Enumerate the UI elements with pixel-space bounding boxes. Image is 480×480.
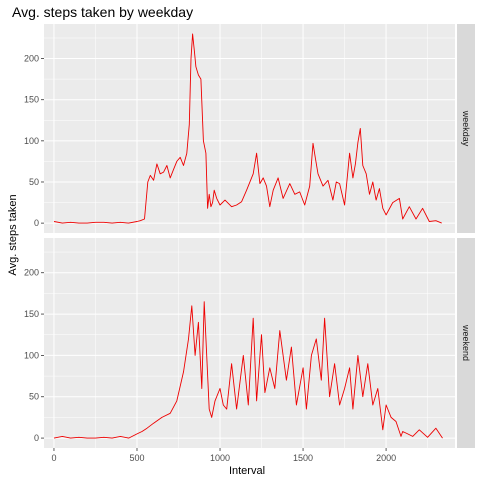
y-tick-label: 150 (24, 309, 39, 319)
facet-strip-label: weekday (461, 110, 471, 147)
chart-title: Avg. steps taken by weekday (12, 4, 193, 20)
x-tick-label: 1500 (293, 453, 313, 463)
y-tick-label: 50 (29, 392, 39, 402)
y-axis-title: Avg. steps taken (7, 194, 19, 275)
y-tick-label: 100 (24, 350, 39, 360)
x-axis: 0 500 1000 1500 2000 (51, 448, 396, 463)
x-tick-label: 2000 (376, 453, 396, 463)
series-line-weekday (53, 33, 442, 224)
x-tick-label: 500 (129, 453, 144, 463)
panel-background (44, 24, 455, 233)
x-axis-title: Interval (229, 465, 265, 477)
y-tick-label: 50 (29, 177, 39, 187)
x-tick-label: 1000 (210, 453, 230, 463)
facet-weekday: 0 50 100 150 200 weekday (24, 24, 475, 233)
y-tick-label: 0 (34, 433, 39, 443)
y-tick-label: 150 (24, 95, 39, 105)
y-tick-label: 100 (24, 136, 39, 146)
facet-strip (457, 238, 475, 448)
facet-weekend: 0 50 100 150 200 weekend (24, 238, 475, 448)
y-tick-label: 200 (24, 268, 39, 278)
y-tick-label: 200 (24, 54, 39, 64)
x-tick-label: 0 (51, 453, 56, 463)
facet-strip-label: weekend (461, 324, 471, 361)
y-tick-label: 0 (34, 218, 39, 228)
series-line-weekend (53, 301, 443, 439)
facet-strip (457, 24, 475, 233)
panel-background (44, 238, 455, 448)
